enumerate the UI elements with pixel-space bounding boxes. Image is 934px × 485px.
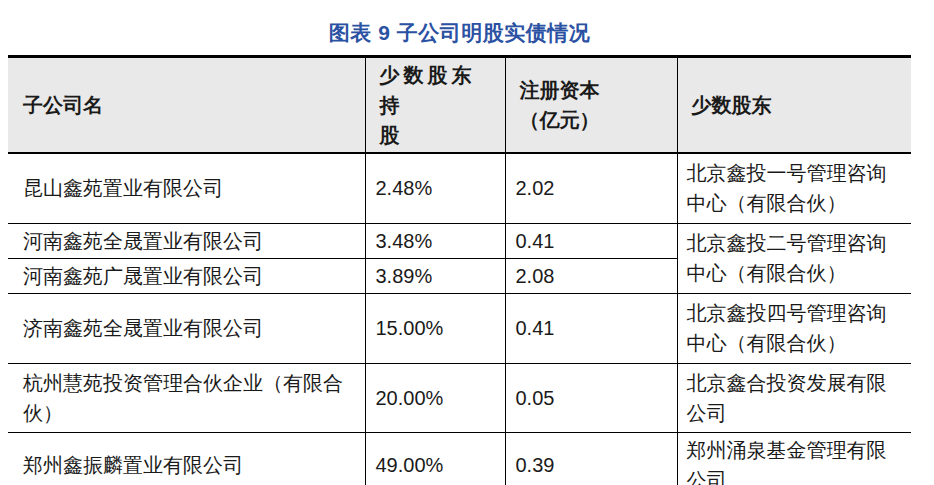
cell-subsidiary-name: 杭州慧苑投资管理合伙企业（有限合伙） [8, 363, 365, 432]
report-page: 图表 9 子公司明股实债情况 子公司名 少数股东持 股 注册资本 （亿元） 少数… [0, 19, 934, 485]
col-header-minority-shareholder: 少数股东 [677, 57, 911, 154]
table-row: 昆山鑫苑置业有限公司 2.48% 2.02 北京鑫投一号管理咨询中心（有限合伙） [8, 153, 911, 223]
table-row: 郑州鑫振麟置业有限公司 49.00% 0.39 郑州涌泉基金管理有限公司 [8, 432, 911, 485]
cell-registered-capital: 0.41 [505, 293, 677, 363]
cell-minority-stake: 20.00% [365, 363, 505, 432]
col-header-minority-stake: 少数股东持 股 [365, 57, 505, 154]
cell-subsidiary-name: 河南鑫苑全晟置业有限公司 [8, 223, 365, 258]
cell-subsidiary-name: 昆山鑫苑置业有限公司 [8, 153, 365, 223]
subsidiary-equity-table: 子公司名 少数股东持 股 注册资本 （亿元） 少数股东 昆山鑫苑置业有限公司 2… [8, 55, 911, 485]
cell-minority-stake: 3.48% [365, 223, 505, 258]
cell-subsidiary-name: 济南鑫苑全晟置业有限公司 [8, 293, 365, 363]
cell-minority-shareholder: 郑州涌泉基金管理有限公司 [677, 432, 911, 485]
cell-subsidiary-name: 河南鑫苑广晟置业有限公司 [8, 258, 365, 293]
table-row: 杭州慧苑投资管理合伙企业（有限合伙） 20.00% 0.05 北京鑫合投资发展有… [8, 363, 911, 432]
cell-minority-shareholder-merged: 北京鑫投二号管理咨询中心（有限合伙） [677, 223, 911, 293]
cell-minority-shareholder: 北京鑫投一号管理咨询中心（有限合伙） [677, 153, 911, 223]
col-header-subsidiary-name: 子公司名 [8, 57, 365, 154]
cell-minority-shareholder: 北京鑫投四号管理咨询中心（有限合伙） [677, 293, 911, 363]
cell-minority-stake: 3.89% [365, 258, 505, 293]
col-header-registered-capital: 注册资本 （亿元） [505, 57, 677, 154]
cell-registered-capital: 2.02 [505, 153, 677, 223]
table-body: 昆山鑫苑置业有限公司 2.48% 2.02 北京鑫投一号管理咨询中心（有限合伙）… [8, 153, 911, 485]
table-header: 子公司名 少数股东持 股 注册资本 （亿元） 少数股东 [8, 57, 911, 154]
table-row: 济南鑫苑全晟置业有限公司 15.00% 0.41 北京鑫投四号管理咨询中心（有限… [8, 293, 911, 363]
table-title: 图表 9 子公司明股实债情况 [8, 19, 911, 47]
table-row: 河南鑫苑全晟置业有限公司 3.48% 0.41 北京鑫投二号管理咨询中心（有限合… [8, 223, 911, 258]
cell-registered-capital: 0.39 [505, 432, 677, 485]
cell-registered-capital: 2.08 [505, 258, 677, 293]
header-row: 子公司名 少数股东持 股 注册资本 （亿元） 少数股东 [8, 57, 911, 154]
cell-minority-stake: 49.00% [365, 432, 505, 485]
cell-registered-capital: 0.05 [505, 363, 677, 432]
cell-minority-stake: 2.48% [365, 153, 505, 223]
cell-registered-capital: 0.41 [505, 223, 677, 258]
cell-minority-shareholder: 北京鑫合投资发展有限公司 [677, 363, 911, 432]
cell-subsidiary-name: 郑州鑫振麟置业有限公司 [8, 432, 365, 485]
cell-minority-stake: 15.00% [365, 293, 505, 363]
